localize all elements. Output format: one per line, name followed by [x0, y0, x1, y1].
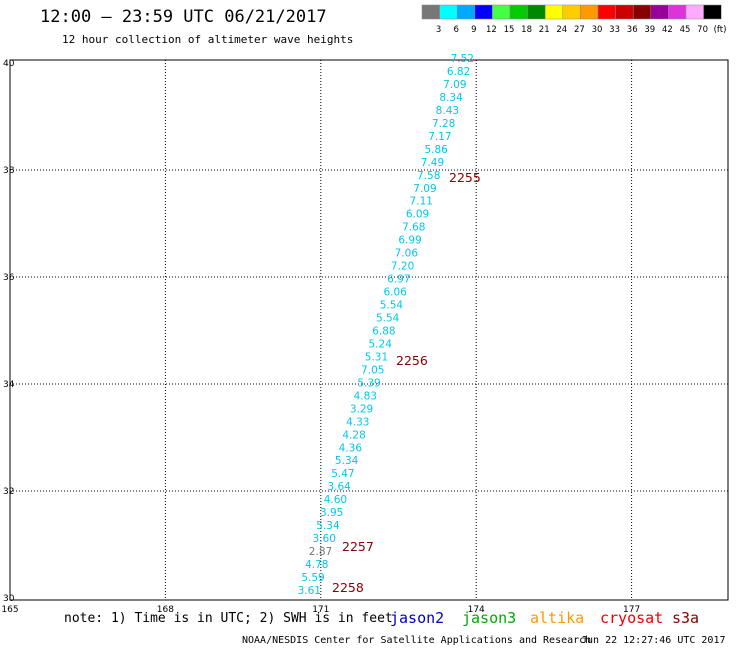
scale-label: 39: [644, 25, 655, 35]
swh-value: 2.87: [309, 546, 332, 558]
swh-value: 4.78: [305, 559, 328, 571]
footer-credit: NOAA/NESDIS Center for Satellite Applica…: [242, 635, 592, 646]
swh-value: 6.82: [447, 66, 470, 78]
page-title: 12:00 – 23:59 UTC 06/21/2017: [40, 7, 327, 27]
scale-label: 6: [453, 25, 458, 35]
swh-value: 7.09: [443, 79, 466, 91]
scale-label: 27: [574, 25, 585, 35]
swh-value: 7.06: [395, 248, 419, 260]
swh-value: 7.11: [410, 196, 433, 208]
lon-label: 171: [312, 605, 329, 615]
latitude-labels: 40 38 36 34 32 30: [3, 59, 15, 604]
swh-value: 7.05: [361, 364, 384, 376]
swh-value: 7.09: [413, 183, 436, 195]
scale-label: 45: [680, 25, 691, 35]
page-subtitle: 12 hour collection of altimeter wave hei…: [62, 33, 354, 46]
swh-value: 4.28: [342, 429, 365, 441]
lon-label: 168: [157, 605, 174, 615]
lon-label: 177: [623, 605, 640, 615]
swh-value: 6.88: [372, 325, 395, 337]
satellite-legend-altika: altika: [530, 609, 585, 627]
swh-track: 7.526.827.098.348.437.287.175.867.497.58…: [298, 53, 474, 597]
swh-value: 5.31: [365, 351, 388, 363]
lon-label: 165: [1, 605, 18, 615]
swh-value: 3.29: [350, 403, 373, 415]
swh-value: 5.34: [316, 520, 340, 532]
swh-value: 7.17: [428, 131, 451, 143]
time-stamp-label: 2255: [449, 170, 481, 185]
swh-value: 5.54: [380, 300, 404, 312]
swh-value: 8.34: [439, 92, 463, 104]
lon-label: 174: [468, 605, 485, 615]
lat-label: 38: [3, 166, 15, 176]
longitude-labels: 165 168 171 174 177: [1, 605, 640, 615]
time-stamp-label: 2258: [332, 580, 364, 595]
swh-value: 6.99: [398, 235, 421, 247]
lat-label: 30: [3, 594, 15, 604]
scale-label: 18: [521, 25, 532, 35]
graticule: [10, 60, 728, 600]
scale-label: 70: [697, 25, 708, 35]
satellite-legend-jason3: jason3: [462, 609, 517, 627]
scale-label: 12: [486, 25, 497, 35]
lat-label: 34: [3, 380, 15, 390]
swh-value: 4.83: [354, 390, 377, 402]
color-scale-legend: 3 6 9 12 15 18 21 24 27 30 33 36 39 42 45 70 (ft): [421, 4, 727, 35]
scale-label: 15: [504, 25, 515, 35]
scale-label: 30: [592, 25, 603, 35]
swh-value: 7.58: [417, 170, 440, 182]
swh-value: 5.47: [331, 468, 354, 480]
scale-label: 36: [627, 25, 638, 35]
scale-label: 24: [556, 25, 567, 35]
swh-value: 3.64: [327, 481, 351, 493]
swh-value: 5.59: [301, 572, 324, 584]
swh-value: 7.52: [451, 53, 474, 65]
swh-value: 7.49: [421, 157, 444, 169]
swh-value: 4.60: [324, 494, 347, 506]
lat-label: 40: [3, 59, 15, 69]
satellite-legend-cryosat: cryosat: [600, 609, 664, 627]
swh-value: 3.60: [313, 533, 336, 545]
lat-label: 36: [3, 273, 15, 283]
satellite-legend-jason2: jason2: [390, 609, 445, 627]
swh-value: 7.20: [391, 261, 414, 273]
scale-label: 3: [436, 25, 441, 35]
footnote: note: 1) Time is in UTC; 2) SWH is in fe…: [64, 611, 393, 626]
swh-value: 5.24: [369, 338, 393, 350]
time-stamp-label: 2256: [396, 353, 428, 368]
swh-value: 6.06: [383, 287, 407, 299]
scale-label: 42: [662, 25, 673, 35]
scale-label: (ft): [714, 25, 727, 35]
time-stamps: 2255 2256 2257 2258: [332, 170, 481, 595]
swh-value: 6.97: [387, 274, 410, 286]
swh-value: 3.95: [320, 507, 343, 519]
footer-timestamp: Jun 22 12:27:46 UTC 2017: [581, 635, 726, 646]
swh-value: 5.39: [357, 377, 380, 389]
swh-value: 3.61: [298, 585, 321, 597]
lat-label: 32: [3, 487, 14, 497]
swh-value: 5.34: [335, 455, 359, 467]
swh-value: 6.09: [406, 209, 429, 221]
scale-label: 9: [471, 25, 476, 35]
scale-label: 33: [609, 25, 620, 35]
scale-swatch: [703, 4, 722, 20]
swh-value: 8.43: [436, 105, 459, 117]
swh-value: 5.86: [424, 144, 448, 156]
scale-label: 21: [539, 25, 550, 35]
satellite-legend-s3a: s3a: [672, 609, 700, 627]
swh-value: 4.36: [339, 442, 363, 454]
time-stamp-label: 2257: [342, 539, 374, 554]
swh-value: 7.28: [432, 118, 455, 130]
map-frame: [9, 59, 729, 601]
swh-value: 7.68: [402, 222, 425, 234]
swh-value: 5.54: [376, 313, 400, 325]
swh-value: 4.33: [346, 416, 369, 428]
